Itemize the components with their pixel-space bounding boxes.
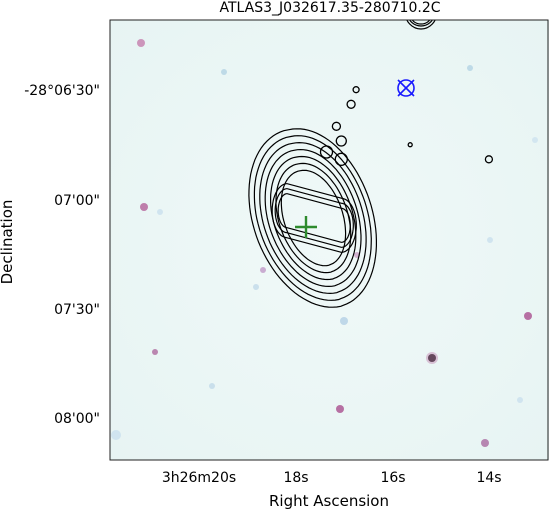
source-dot: [487, 237, 493, 243]
source-dot: [467, 65, 473, 71]
x-tick-label: 18s: [283, 470, 308, 486]
background-sources: [111, 39, 538, 447]
ir-marker: [484, 155, 494, 164]
y-tick-label: 08'00": [54, 411, 100, 427]
source-dot: [209, 383, 215, 389]
ir-markers: [319, 86, 494, 166]
ir-marker: [334, 152, 348, 166]
contour-level: [280, 169, 347, 267]
y-tick-label: 07'30": [54, 302, 100, 318]
edge-contour: [406, 20, 436, 30]
source-dot: [426, 352, 438, 364]
ir-marker: [319, 145, 334, 159]
x-tick-label: 14s: [476, 470, 501, 486]
contour-level: [275, 162, 352, 274]
target-x-line: [397, 79, 415, 97]
y-tick-label: 07'00": [54, 193, 100, 209]
source-dot: [140, 203, 148, 211]
contour-level: [274, 188, 354, 248]
target-circle: [397, 79, 415, 97]
plot-frame: [109, 19, 549, 461]
contour-level: [253, 135, 372, 301]
radio-contours: [248, 128, 377, 308]
edge-contour: [411, 20, 431, 25]
x-ticks: 3h26m20s 18s 16s 14s: [162, 470, 502, 486]
image-panel: [110, 20, 549, 460]
contour-level: [264, 148, 362, 288]
contour-level: [270, 155, 357, 281]
source-dot: [260, 267, 266, 273]
chart-title: ATLAS3_J032617.35-280710.2C: [220, 0, 441, 16]
source-dot: [517, 397, 523, 403]
x-tick-label: 16s: [380, 470, 405, 486]
source-dot: [111, 430, 121, 440]
source-dot: [340, 317, 348, 325]
ir-marker: [407, 142, 413, 148]
source-dot: [481, 439, 489, 447]
contour-level: [248, 128, 377, 308]
source-dot: [137, 39, 145, 47]
source-dot: [524, 312, 532, 320]
edge-contour: [409, 20, 433, 27]
ir-marker: [335, 135, 347, 147]
background-image: [110, 20, 549, 460]
y-tick-label: -28°06'30": [24, 83, 100, 99]
host-crosshair: [295, 216, 317, 238]
source-dot: [336, 405, 344, 413]
edge-contours: [406, 20, 436, 30]
source-dot: [152, 349, 158, 355]
x-axis-label: Right Ascension: [269, 492, 389, 509]
ir-marker: [331, 121, 342, 131]
target-marker: [397, 79, 415, 97]
contour-level: [259, 141, 367, 295]
y-ticks: -28°06'30" 07'00" 07'30" 08'00": [24, 83, 100, 427]
x-tick-label: 3h26m20s: [162, 470, 236, 486]
y-axis-label: Declination: [0, 200, 16, 285]
source-dot: [253, 284, 259, 290]
source-dot: [428, 354, 436, 362]
source-dot: [157, 209, 163, 215]
source-dot: [532, 137, 538, 143]
ir-marker: [352, 86, 360, 94]
source-dot: [221, 69, 227, 75]
ir-marker: [346, 99, 356, 109]
